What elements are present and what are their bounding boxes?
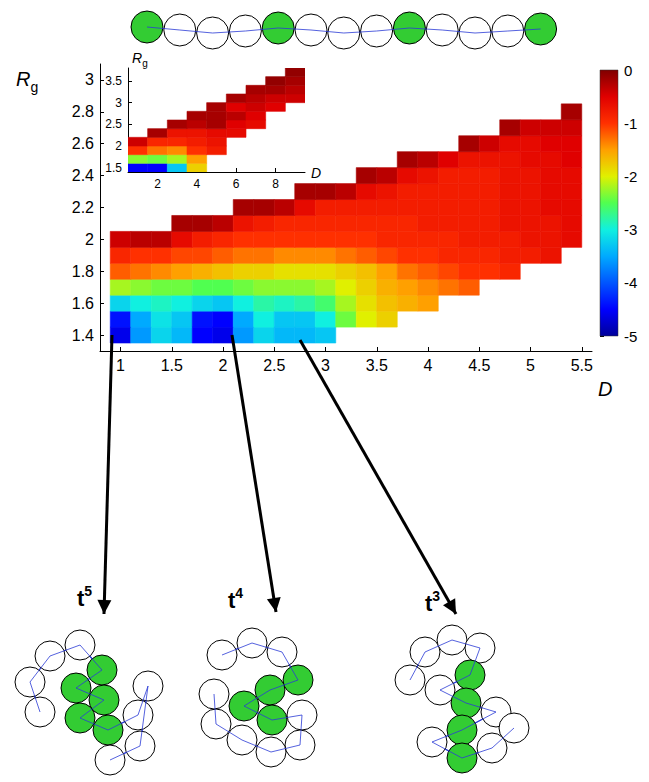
svg-text:3: 3 [85, 71, 94, 88]
svg-text:2.2: 2.2 [72, 199, 94, 216]
svg-text:3.5: 3.5 [105, 74, 122, 88]
svg-text:2: 2 [154, 177, 161, 191]
svg-text:1.5: 1.5 [105, 161, 122, 175]
svg-text:1.6: 1.6 [72, 295, 94, 312]
svg-text:4: 4 [424, 357, 433, 374]
svg-text:-2: -2 [624, 168, 637, 185]
svg-text:2: 2 [219, 357, 228, 374]
svg-text:Rg: Rg [132, 50, 148, 69]
svg-text:-3: -3 [624, 221, 637, 238]
svg-text:1: 1 [116, 357, 125, 374]
svg-text:3.5: 3.5 [366, 357, 388, 374]
svg-text:D: D [598, 378, 612, 400]
svg-text:-4: -4 [624, 274, 637, 291]
svg-text:2: 2 [85, 231, 94, 248]
svg-text:3: 3 [115, 96, 122, 110]
svg-text:1.4: 1.4 [72, 327, 94, 344]
svg-text:6: 6 [233, 177, 240, 191]
svg-text:5.5: 5.5 [571, 357, 593, 374]
svg-text:2.5: 2.5 [263, 357, 285, 374]
svg-text:1.8: 1.8 [72, 263, 94, 280]
svg-text:4: 4 [193, 177, 200, 191]
svg-text:3: 3 [321, 357, 330, 374]
svg-text:-5: -5 [624, 328, 637, 345]
svg-text:0: 0 [624, 62, 632, 79]
svg-text:5: 5 [526, 357, 535, 374]
svg-text:8: 8 [272, 177, 279, 191]
svg-text:D: D [311, 165, 321, 181]
svg-text:2.4: 2.4 [72, 167, 94, 184]
svg-text:t5: t5 [77, 583, 92, 611]
svg-text:4.5: 4.5 [468, 357, 490, 374]
svg-text:1.5: 1.5 [161, 357, 183, 374]
svg-text:t4: t4 [228, 585, 243, 613]
svg-text:2.5: 2.5 [105, 117, 122, 131]
svg-text:2.8: 2.8 [72, 103, 94, 120]
svg-text:-1: -1 [624, 115, 637, 132]
svg-text:t3: t3 [425, 588, 440, 616]
svg-text:2: 2 [115, 139, 122, 153]
svg-text:2.6: 2.6 [72, 135, 94, 152]
svg-text:Rg: Rg [16, 68, 38, 95]
